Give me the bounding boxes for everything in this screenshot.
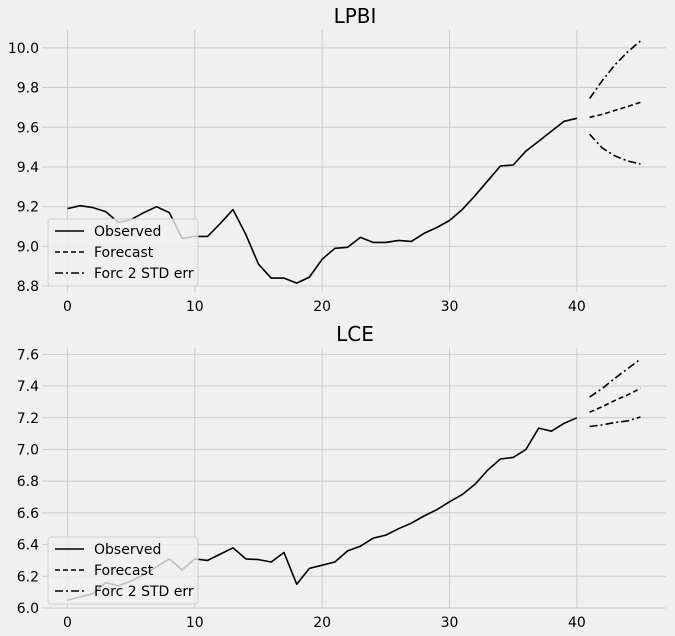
series-line-observed — [67, 117, 578, 284]
ytick-label: 9.0 — [17, 239, 39, 255]
ytick-label: 6.6 — [17, 506, 39, 522]
xtick-label: 0 — [63, 615, 72, 631]
ytick-label: 9.6 — [17, 120, 39, 136]
ytick-label: 8.8 — [17, 279, 39, 295]
ticks-lce: 6.0 6.2 6.4 6.6 6.8 7.0 7.2 7.4 7.6 0 10 20 30 40 — [17, 347, 586, 631]
ytick-label: 6.4 — [17, 538, 39, 554]
legend-label-observed: Observed — [94, 542, 161, 558]
legend-lce: Observed Forecast Forc 2 STD err — [47, 536, 199, 605]
legend-label-forecast: Forecast — [94, 563, 154, 579]
ytick-label: 7.2 — [17, 411, 39, 427]
xtick-label: 0 — [63, 299, 72, 315]
ytick-label: 6.8 — [17, 474, 39, 490]
ytick-label: 7.6 — [17, 347, 39, 363]
legend-label-forecast: Forecast — [94, 245, 154, 261]
chart-panel-lpbi: LPBI 8.8 9.0 9.2 9.4 9.6 9.8 10.0 0 10 20 30 40 Obs… — [8, 4, 666, 315]
xtick-label: 30 — [441, 299, 459, 315]
ytick-label: 9.4 — [17, 160, 39, 176]
xtick-label: 10 — [186, 299, 204, 315]
legend-lpbi: Observed Forecast Forc 2 STD err — [47, 218, 199, 287]
legend-box — [47, 536, 199, 605]
series-line-forc-2-std-err-lower — [589, 416, 641, 428]
ytick-label: 9.8 — [17, 81, 39, 97]
legend-label-observed: Observed — [94, 224, 161, 240]
series-line-forc-2-std-err — [588, 40, 642, 99]
series-lpbi — [67, 40, 642, 284]
series-line-forecast — [589, 101, 641, 119]
ytick-label: 6.0 — [17, 601, 39, 617]
legend-label-std-err: Forc 2 STD err — [94, 266, 194, 282]
xtick-label: 40 — [568, 615, 586, 631]
ticks-lpbi: 8.8 9.0 9.2 9.4 9.6 9.8 10.0 0 10 20 30 40 — [8, 41, 586, 315]
legend-label-std-err: Forc 2 STD err — [94, 584, 194, 600]
ytick-label: 7.0 — [17, 442, 39, 458]
legend-box — [47, 218, 199, 287]
xtick-label: 20 — [313, 615, 331, 631]
ytick-label: 7.4 — [17, 379, 39, 395]
ytick-label: 6.2 — [17, 569, 39, 585]
chart-panel-lce: LCE 6.0 6.2 6.4 6.6 6.8 7.0 7.2 7.4 7.6 0 10 20 30 40… — [17, 322, 666, 631]
xtick-label: 20 — [313, 299, 331, 315]
chart-title-lce: LCE — [336, 322, 374, 346]
ytick-label: 10.0 — [8, 41, 39, 57]
chart-title-lpbi: LPBI — [334, 4, 377, 28]
ytick-label: 9.2 — [17, 200, 39, 216]
series-line-forc-2-std-err-lower — [589, 133, 641, 165]
series-line-forc-2-std-err — [589, 358, 641, 398]
xtick-label: 40 — [568, 299, 586, 315]
xtick-label: 10 — [186, 615, 204, 631]
xtick-label: 30 — [441, 615, 459, 631]
series-line-forecast — [589, 387, 641, 413]
